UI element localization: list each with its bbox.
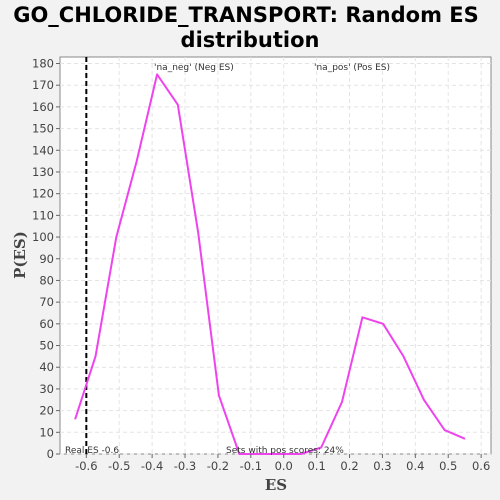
y-tick-label: 180 xyxy=(32,57,54,71)
y-tick-label: 10 xyxy=(39,425,54,439)
x-tick-label: 0.6 xyxy=(472,459,490,473)
y-tick-label: 30 xyxy=(39,382,54,396)
x-tick-label: 0.1 xyxy=(307,459,325,473)
x-tick-label: 0.3 xyxy=(373,459,391,473)
y-axis-label: P(ES) xyxy=(11,231,29,279)
chart-title-line2: distribution xyxy=(181,28,320,52)
real-es-label: Real ES -0.6 xyxy=(65,446,119,456)
y-tick-label: 60 xyxy=(39,317,54,331)
y-tick-label: 160 xyxy=(32,100,54,114)
y-tick-label: 20 xyxy=(39,404,54,418)
x-tick-label: 0.0 xyxy=(275,459,293,473)
y-tick-label: 110 xyxy=(32,208,54,222)
y-tick-label: 70 xyxy=(39,295,54,309)
y-tick-label: 80 xyxy=(39,273,54,287)
y-tick-label: 150 xyxy=(32,122,54,136)
legend-neg-label: 'na_neg' (Neg ES) xyxy=(154,63,234,73)
x-tick-label: 0.2 xyxy=(340,459,358,473)
x-tick-label: 0.5 xyxy=(439,459,457,473)
x-tick-label: -0.6 xyxy=(75,459,97,473)
x-tick-label: -0.3 xyxy=(174,459,196,473)
series-group xyxy=(74,73,466,455)
series-line xyxy=(74,73,466,455)
chart-title-line1: GO_CHLORIDE_TRANSPORT: Random ES xyxy=(13,3,479,27)
y-tick-label: 120 xyxy=(32,187,54,201)
y-tick-label: 100 xyxy=(32,230,54,244)
x-tick-label: -0.2 xyxy=(207,459,229,473)
y-tick-label: 90 xyxy=(39,252,54,266)
plot-area xyxy=(59,56,492,455)
x-tick-label: -0.5 xyxy=(108,459,130,473)
y-tick-label: 140 xyxy=(32,143,54,157)
legend-pos-label: 'na_pos' (Pos ES) xyxy=(314,63,390,73)
y-tick-label: 170 xyxy=(32,78,54,92)
x-tick-label: -0.1 xyxy=(240,459,262,473)
y-tick-label: 40 xyxy=(39,360,54,374)
y-tick-label: 0 xyxy=(47,447,54,461)
axis-ticks: 0 10 20 30 40 50 60 70 80 90 100 110 120 130 140 150 160… xyxy=(32,57,490,473)
x-tick-label: -0.4 xyxy=(141,459,163,473)
x-tick-label: 0.4 xyxy=(406,459,424,473)
x-axis-label: ES xyxy=(265,476,287,494)
footer-note: Sets with pos scores: 24% xyxy=(226,446,344,456)
y-tick-label: 50 xyxy=(39,339,54,353)
y-tick-label: 130 xyxy=(32,165,54,179)
